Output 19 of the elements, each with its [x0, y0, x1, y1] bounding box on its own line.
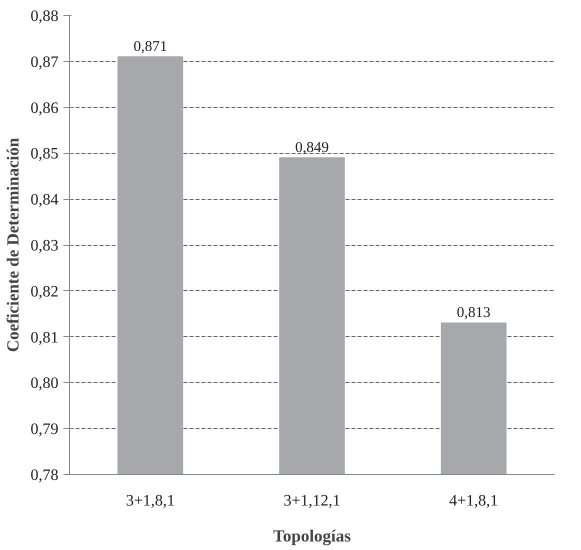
x-tick-label: 3+1,12,1 — [283, 492, 341, 510]
y-tick-label: 0,86 — [30, 100, 58, 117]
y-tick-label: 0,81 — [30, 329, 58, 346]
y-tick-label: 0,82 — [30, 283, 58, 300]
y-tick-label: 0,85 — [30, 146, 58, 163]
x-axis-title: Topologías — [273, 526, 352, 546]
x-tick-label: 4+1,8,1 — [449, 492, 498, 510]
y-tick-label: 0,80 — [30, 375, 58, 392]
y-tick-label: 0,88 — [30, 8, 58, 25]
y-tick-label: 0,78 — [30, 467, 58, 484]
data-label: 0,849 — [295, 140, 329, 156]
y-tick-label: 0,87 — [30, 54, 58, 71]
data-label: 0,813 — [456, 305, 491, 322]
data-label: 0,871 — [133, 38, 168, 55]
y-axis-title: Coeficiente de Determinación — [4, 137, 22, 352]
y-tick-label: 0,84 — [30, 192, 58, 209]
x-tick-label: 3+1,8,1 — [126, 492, 175, 510]
y-tick-label: 0,79 — [30, 421, 58, 438]
y-tick-label: 0,83 — [30, 238, 58, 254]
